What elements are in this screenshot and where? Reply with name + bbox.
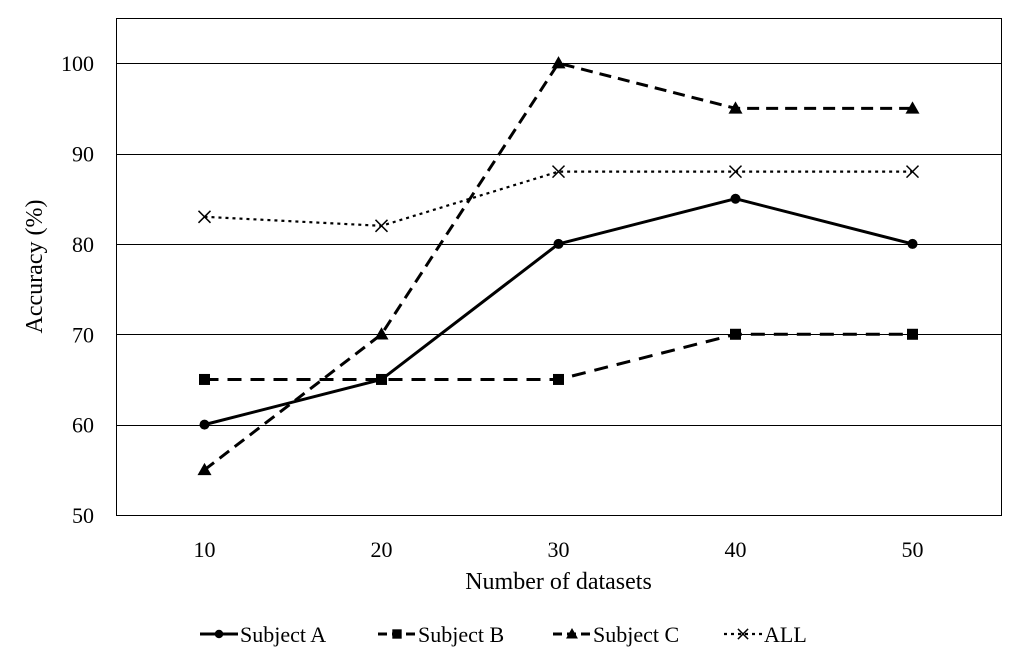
- data-point-subject-c: [728, 101, 743, 114]
- legend: Subject A Subject B Subject C ALL: [200, 622, 807, 647]
- data-point-subject-b: [199, 373, 210, 385]
- series-lines: [197, 56, 920, 476]
- data-point-subject-a: [553, 238, 564, 249]
- y-tick-label: 60: [72, 413, 94, 438]
- legend-marker: [392, 629, 402, 639]
- series-subject-b: [199, 328, 918, 385]
- data-point-subject-a: [730, 193, 741, 204]
- legend-marker: [566, 628, 578, 639]
- legend-item-subject-b: Subject B: [378, 622, 504, 647]
- x-tick-label: 40: [725, 537, 747, 562]
- x-tick-label: 20: [371, 537, 393, 562]
- data-point-all: [374, 219, 389, 233]
- data-point-subject-c: [374, 327, 389, 340]
- data-point-all: [551, 165, 566, 179]
- data-point-subject-b: [730, 328, 741, 340]
- data-point-subject-a: [907, 238, 918, 249]
- data-point-subject-b: [553, 373, 564, 385]
- data-point-all: [728, 165, 743, 179]
- x-axis-ticks: 10 20 30 40 50: [194, 537, 924, 562]
- data-point-subject-b: [376, 373, 387, 385]
- x-tick-label: 10: [194, 537, 216, 562]
- y-axis-title: Accuracy (%): [22, 200, 48, 334]
- x-axis-title: Number of datasets: [465, 569, 652, 595]
- data-point-all: [905, 165, 920, 179]
- data-point-subject-c: [905, 101, 920, 114]
- x-tick-label: 50: [902, 537, 924, 562]
- legend-marker: [214, 629, 224, 639]
- y-tick-label: 50: [72, 503, 94, 528]
- data-point-subject-a: [199, 419, 210, 430]
- legend-item-all: ALL: [724, 622, 807, 647]
- legend-marker: [737, 628, 749, 640]
- data-point-all: [197, 210, 212, 224]
- y-tick-label: 100: [61, 51, 94, 76]
- series-subject-a: [199, 193, 918, 430]
- x-tick-label: 30: [548, 537, 570, 562]
- series-subject-c: [197, 56, 920, 476]
- y-tick-label: 70: [72, 322, 94, 347]
- legend-label: Subject C: [593, 622, 679, 647]
- series-line-subject-a: [204, 197, 913, 427]
- legend-item-subject-c: Subject C: [553, 622, 679, 647]
- data-point-subject-c: [551, 56, 566, 69]
- legend-label: Subject A: [240, 622, 326, 647]
- legend-item-subject-a: Subject A: [200, 622, 326, 647]
- plot-area-frame: [116, 18, 1002, 516]
- series-line-subject-b: [204, 332, 913, 381]
- data-point-subject-b: [907, 328, 918, 340]
- legend-label: ALL: [764, 622, 807, 647]
- legend-label: Subject B: [418, 622, 504, 647]
- series-line-subject-c: [203, 61, 913, 472]
- y-tick-label: 90: [72, 142, 94, 167]
- y-tick-label: 80: [72, 232, 94, 257]
- y-axis-ticks: 50 60 70 80 90 100: [61, 51, 94, 528]
- series-all: [197, 165, 920, 233]
- data-point-subject-c: [197, 462, 212, 476]
